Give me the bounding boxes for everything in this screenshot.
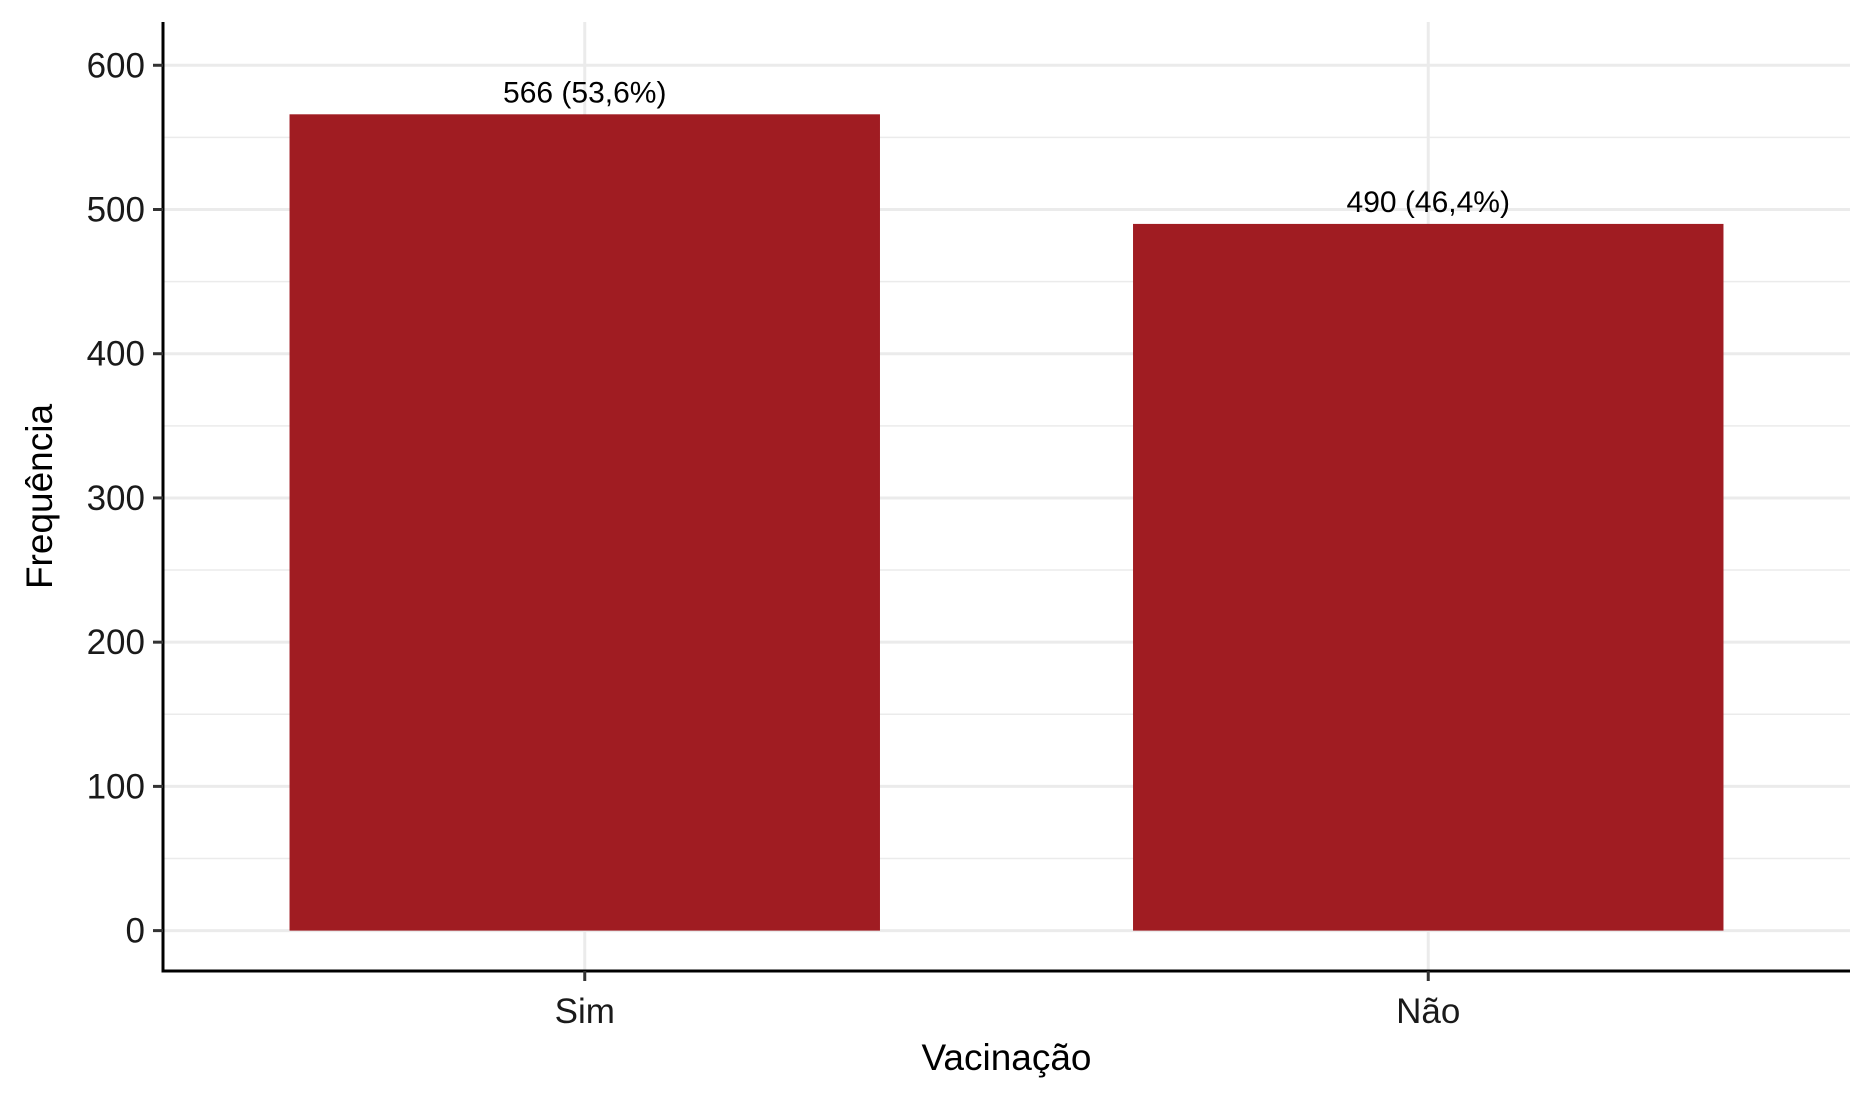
x-tick-label: Sim (555, 992, 615, 1031)
x-axis-title: Vacinação (921, 1037, 1091, 1078)
data-labels: 566 (53,6%) 490 (46,4%) (503, 76, 1510, 219)
y-tick-label: 600 (87, 46, 145, 85)
y-axis-ticks: 0 100 200 300 400 500 600 (87, 46, 163, 951)
x-axis-ticks: Sim Não (555, 971, 1460, 1031)
y-tick-label: 500 (87, 190, 145, 229)
bars (289, 114, 1724, 931)
y-tick-label: 0 (126, 912, 145, 951)
x-tick-label: Não (1396, 992, 1460, 1031)
y-tick-label: 400 (87, 335, 145, 374)
y-tick-label: 200 (87, 623, 145, 662)
y-tick-label: 300 (87, 479, 145, 518)
y-tick-label: 100 (87, 767, 145, 806)
y-axis-title: Frequência (19, 404, 60, 590)
bar-data-label: 490 (46,4%) (1347, 186, 1510, 219)
bar (1133, 223, 1724, 931)
bar-data-label: 566 (53,6%) (503, 76, 666, 109)
bar (289, 114, 880, 931)
